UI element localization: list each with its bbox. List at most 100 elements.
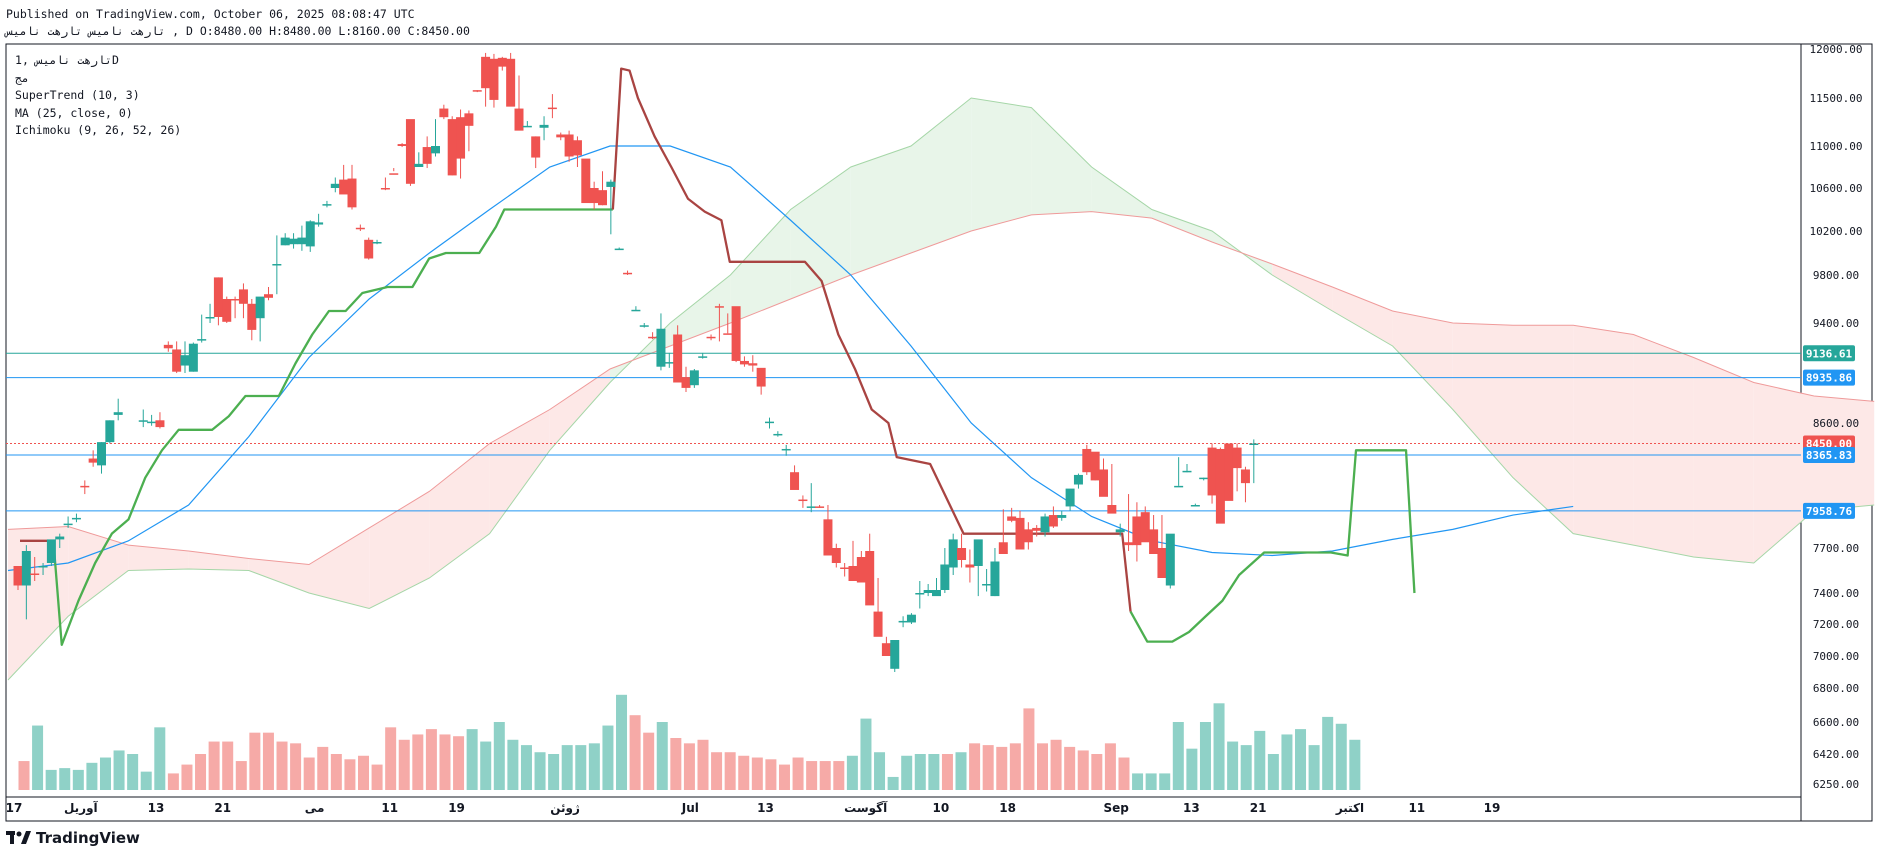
time-tick: اکتبر xyxy=(1335,801,1364,815)
candle xyxy=(572,136,582,167)
candle-body xyxy=(13,566,23,586)
candle xyxy=(1082,444,1092,475)
candle-body xyxy=(1040,516,1050,533)
candle xyxy=(339,164,349,195)
candle xyxy=(589,181,599,210)
candle xyxy=(606,179,616,235)
cloud-segment xyxy=(68,526,129,617)
volume-bar xyxy=(1308,745,1320,790)
candle xyxy=(748,355,758,372)
candle xyxy=(923,584,933,597)
candle xyxy=(71,513,81,523)
candle xyxy=(1032,525,1042,537)
volume-bar xyxy=(290,743,302,790)
volume-bar xyxy=(819,761,831,790)
candle xyxy=(773,431,783,437)
volume-bar xyxy=(751,757,763,790)
candle-body xyxy=(481,56,491,89)
candle-body xyxy=(873,611,883,637)
candle xyxy=(230,296,240,319)
cloud-segment xyxy=(911,98,972,253)
time-tick: 17 xyxy=(6,801,23,815)
price-tick: 11000.00 xyxy=(1810,140,1863,153)
volume-bar xyxy=(969,743,981,790)
candle xyxy=(422,136,432,169)
candle xyxy=(514,75,524,131)
candle-body xyxy=(848,566,858,581)
candle xyxy=(280,233,290,246)
candle-body xyxy=(197,339,207,341)
candle xyxy=(180,341,190,374)
price-tick: 9800.00 xyxy=(1813,269,1859,282)
volume-bar xyxy=(1281,734,1293,790)
candle xyxy=(756,367,766,395)
candle-body xyxy=(1082,448,1092,473)
volume-bar xyxy=(59,768,71,790)
volume-bar xyxy=(778,764,790,790)
cloud-segment xyxy=(790,167,851,299)
time-tick: 10 xyxy=(932,801,949,815)
candle xyxy=(522,121,532,128)
volume-bar xyxy=(1199,722,1211,790)
volume-bar xyxy=(72,769,84,790)
candle-body xyxy=(990,561,1000,597)
candle xyxy=(497,56,507,71)
candle xyxy=(739,356,749,367)
candle xyxy=(138,409,148,428)
candle-body xyxy=(138,420,148,422)
candle-body xyxy=(238,289,248,304)
volume-bar xyxy=(846,755,858,790)
time-tick: 11 xyxy=(381,801,398,815)
candle xyxy=(30,557,40,581)
volume-bar xyxy=(222,741,234,790)
volume-bar xyxy=(1077,750,1089,790)
volume-bar xyxy=(358,755,369,790)
candle-body xyxy=(998,542,1008,554)
volume-bar xyxy=(724,752,736,790)
candle xyxy=(990,548,1000,597)
candle-body xyxy=(155,420,165,428)
candle-body xyxy=(648,336,658,339)
candle-body xyxy=(881,643,891,656)
candle xyxy=(856,551,866,583)
cloud-segment xyxy=(1633,334,1694,557)
candle xyxy=(790,465,800,490)
volume-bar xyxy=(113,750,125,790)
volume-bar xyxy=(670,738,682,790)
candle xyxy=(1090,451,1100,481)
candle xyxy=(163,341,173,352)
legend-ma[interactable]: MA (25, close, 0) xyxy=(15,105,133,120)
candle xyxy=(414,152,424,167)
legend-ichimoku[interactable]: Ichimoku (9, 26, 52, 26) xyxy=(15,123,182,137)
legend-exchange: مج xyxy=(15,70,29,85)
candle xyxy=(714,303,724,342)
volume-bar xyxy=(86,762,98,790)
volume-bar xyxy=(874,752,886,790)
volume-bar xyxy=(806,761,818,790)
candle xyxy=(881,636,891,656)
candle xyxy=(1190,503,1200,507)
candle xyxy=(973,539,983,597)
cloud-segment xyxy=(1693,357,1754,563)
candle xyxy=(965,549,975,583)
volume-bar xyxy=(1267,754,1279,790)
volume-bar xyxy=(45,769,57,790)
price-tick: 9400.00 xyxy=(1813,317,1859,330)
candle-body xyxy=(631,309,641,312)
price-tick: 7700.00 xyxy=(1813,542,1859,555)
brand-text: TradingView xyxy=(36,829,140,847)
candle xyxy=(380,177,390,191)
candle-body xyxy=(948,539,958,568)
candle-body xyxy=(1090,451,1100,481)
candle-body xyxy=(1015,517,1025,550)
legend-supertrend[interactable]: SuperTrend (10, 3) xyxy=(15,88,140,102)
volume-bar xyxy=(249,732,261,790)
candle-body xyxy=(1165,533,1175,586)
candle-body xyxy=(213,277,223,317)
candle-body xyxy=(564,134,574,157)
candle-body xyxy=(932,590,941,597)
legend-symbol[interactable]: تارهت ناميس ,1D xyxy=(15,53,119,67)
volume-bar xyxy=(548,754,560,790)
candle-body xyxy=(982,584,992,586)
